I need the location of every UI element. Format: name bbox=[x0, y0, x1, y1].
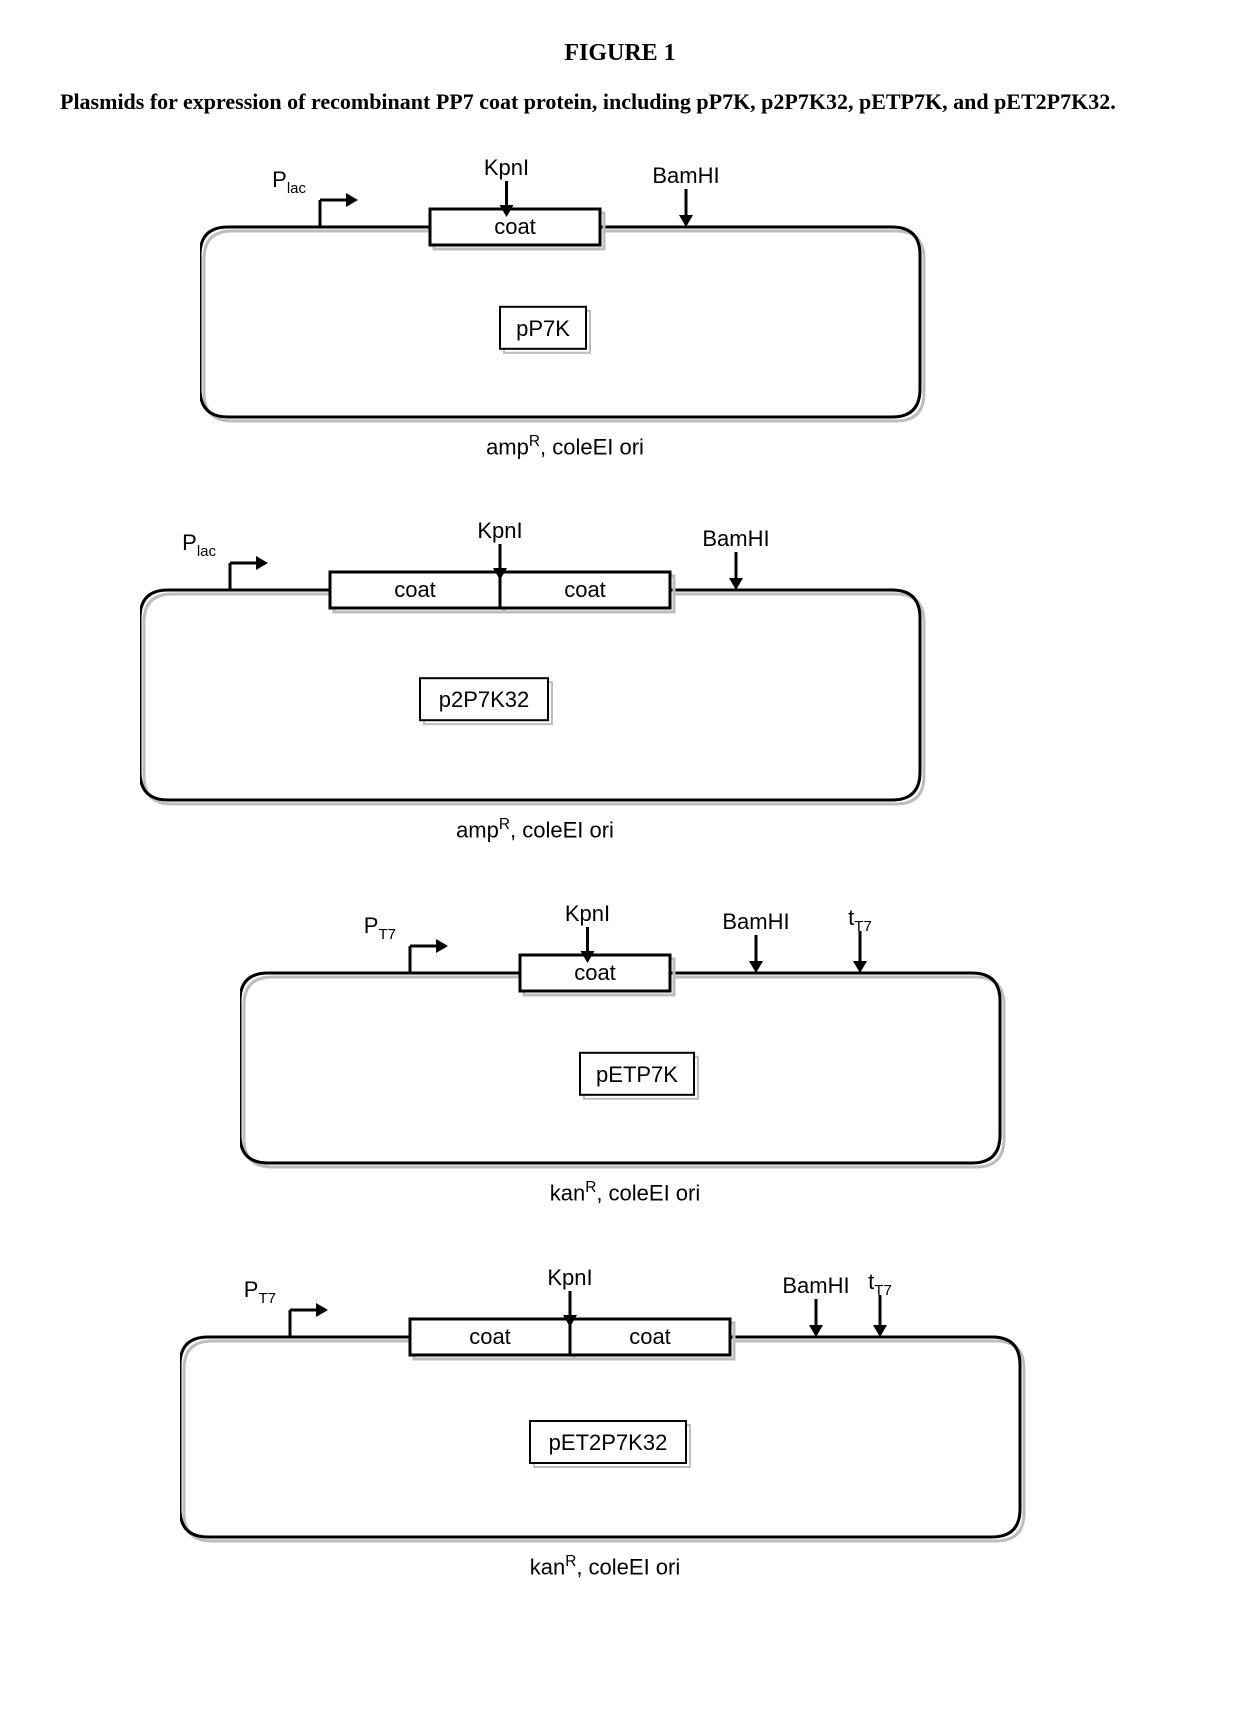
svg-text:Plac: Plac bbox=[182, 530, 216, 560]
plasmid-diagram: coat coat PT7 KpnI BamHI tT7 pET2P7K32 bbox=[180, 1267, 1030, 1547]
svg-text:pP7K: pP7K bbox=[516, 315, 570, 340]
svg-text:coat: coat bbox=[469, 1324, 511, 1349]
svg-text:KpnI: KpnI bbox=[547, 1267, 592, 1290]
svg-text:tT7: tT7 bbox=[848, 905, 872, 935]
plasmid-footer: kanR, coleEI ori bbox=[180, 1553, 1030, 1580]
plasmid-pET2P7K32: coat coat PT7 KpnI BamHI tT7 pET2P7K32 k… bbox=[180, 1267, 1030, 1580]
svg-text:coat: coat bbox=[394, 577, 436, 602]
plasmids-container: coat Plac KpnI BamHI pP7K ampR, coleEI o… bbox=[60, 157, 1180, 1580]
svg-text:pETP7K: pETP7K bbox=[596, 1062, 678, 1087]
plasmid-footer: kanR, coleEI ori bbox=[240, 1179, 1010, 1206]
plasmid-diagram: coat coat Plac KpnI BamHI p2P7K32 bbox=[140, 520, 930, 810]
plasmid-pETP7K: coat PT7 KpnI BamHI tT7 pETP7K kanR, col… bbox=[240, 903, 1010, 1206]
plasmid-pP7K: coat Plac KpnI BamHI pP7K ampR, coleEI o… bbox=[200, 157, 930, 460]
svg-text:PT7: PT7 bbox=[244, 1277, 276, 1307]
svg-text:tT7: tT7 bbox=[868, 1269, 892, 1299]
plasmid-footer: ampR, coleEI ori bbox=[140, 816, 930, 843]
plasmid-diagram: coat Plac KpnI BamHI pP7K bbox=[200, 157, 930, 427]
svg-text:coat: coat bbox=[564, 577, 606, 602]
svg-text:coat: coat bbox=[494, 214, 536, 239]
figure-caption: Plasmids for expression of recombinant P… bbox=[60, 87, 1180, 117]
svg-text:Plac: Plac bbox=[272, 167, 306, 197]
svg-text:PT7: PT7 bbox=[364, 913, 396, 943]
svg-text:BamHI: BamHI bbox=[722, 909, 789, 934]
figure-title: FIGURE 1 bbox=[60, 40, 1180, 67]
svg-text:pET2P7K32: pET2P7K32 bbox=[549, 1430, 668, 1455]
svg-text:p2P7K32: p2P7K32 bbox=[439, 687, 530, 712]
plasmid-diagram: coat PT7 KpnI BamHI tT7 pETP7K bbox=[240, 903, 1010, 1173]
svg-text:BamHI: BamHI bbox=[782, 1273, 849, 1298]
svg-text:KpnI: KpnI bbox=[565, 903, 610, 926]
plasmid-p2P7K32: coat coat Plac KpnI BamHI p2P7K32 ampR, … bbox=[140, 520, 930, 843]
plasmid-footer: ampR, coleEI ori bbox=[200, 433, 930, 460]
svg-text:BamHI: BamHI bbox=[702, 526, 769, 551]
svg-text:coat: coat bbox=[574, 960, 616, 985]
svg-text:KpnI: KpnI bbox=[484, 157, 529, 180]
svg-text:coat: coat bbox=[629, 1324, 671, 1349]
svg-text:KpnI: KpnI bbox=[477, 520, 522, 543]
svg-text:BamHI: BamHI bbox=[652, 163, 719, 188]
